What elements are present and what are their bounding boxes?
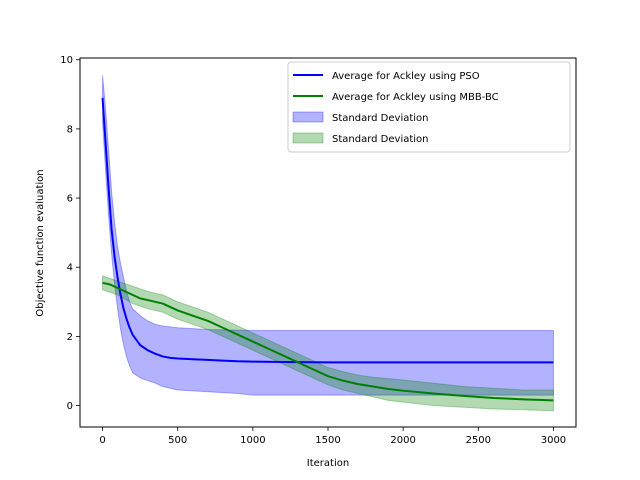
x-tick-label: 500 xyxy=(168,435,187,446)
legend-entry-label: Standard Deviation xyxy=(332,134,429,145)
series-line-1 xyxy=(102,281,554,402)
x-tick-label: 3000 xyxy=(541,435,566,446)
y-tick-label: 6 xyxy=(67,194,73,205)
x-tick-label: 0 xyxy=(99,435,105,446)
y-axis-label: Objective function evaluation xyxy=(35,169,46,316)
axes: 0 500 1000 1500 2000 2500 3000 0 2 4 6 8 10 xyxy=(60,55,577,446)
x-axis-label: Iteration xyxy=(307,458,349,469)
std-band-3 xyxy=(102,275,554,412)
plot-area xyxy=(101,75,554,412)
x-tick-label: 2000 xyxy=(390,435,415,446)
legend-entry-label: Average for Ackley using PSO xyxy=(332,71,480,82)
legend-box xyxy=(287,61,571,153)
legend: Average for Ackley using PSO Average for … xyxy=(287,61,571,153)
series-line-0 xyxy=(101,97,554,364)
legend-swatch-band xyxy=(292,132,324,144)
x-tick-label: 2500 xyxy=(466,435,491,446)
x-tick-label: 1000 xyxy=(240,435,265,446)
x-tick-label: 1500 xyxy=(315,435,340,446)
y-tick-label: 4 xyxy=(67,263,73,274)
y-tick-label: 10 xyxy=(60,55,73,66)
legend-swatch-band xyxy=(292,111,324,123)
y-tick-label: 8 xyxy=(67,124,73,135)
y-tick-label: 2 xyxy=(67,332,73,343)
legend-entry-label: Average for Ackley using MBB-BC xyxy=(332,92,499,103)
legend-entry-label: Standard Deviation xyxy=(332,113,429,124)
y-tick-label: 0 xyxy=(67,401,73,412)
plot-clipped-group xyxy=(101,75,554,412)
